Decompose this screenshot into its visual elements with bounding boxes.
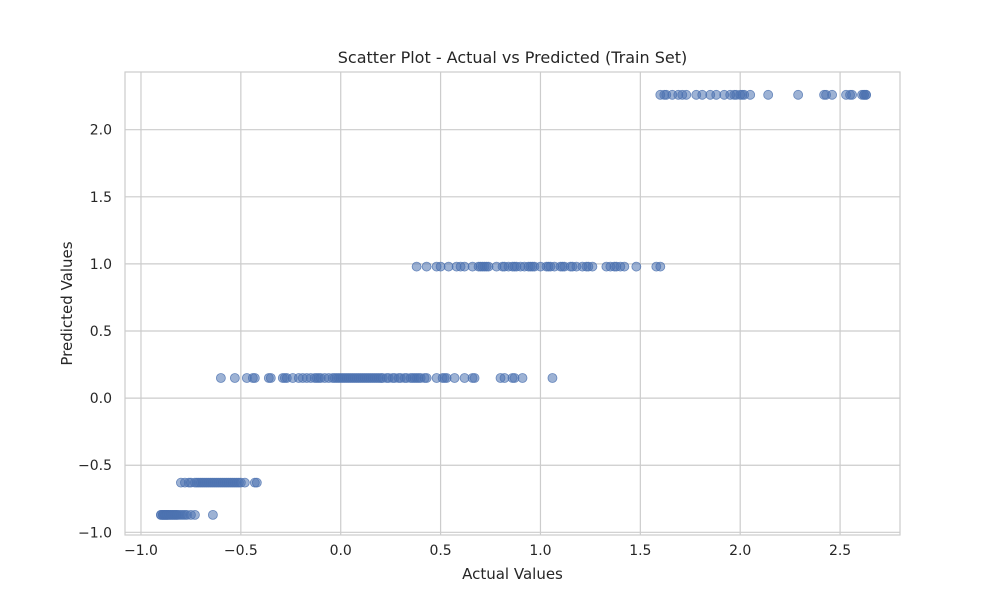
chart-title: Scatter Plot - Actual vs Predicted (Trai…	[338, 48, 687, 67]
data-point	[681, 89, 692, 100]
data-point	[229, 373, 240, 383]
y-tick-label: 2.0	[90, 123, 112, 139]
data-point	[861, 89, 871, 100]
data-point	[547, 373, 558, 383]
data-point	[239, 477, 250, 488]
grid-lines	[125, 72, 900, 535]
x-tick-label: 1.5	[629, 543, 651, 559]
x-tick-label: 2.0	[729, 543, 751, 559]
data-point	[763, 89, 774, 100]
y-tick-label: −1.0	[78, 525, 112, 541]
data-point	[411, 261, 422, 272]
data-point	[619, 261, 630, 272]
data-point	[421, 261, 432, 272]
data-point	[215, 373, 226, 383]
y-tick-label: 1.5	[90, 190, 112, 206]
data-point	[449, 373, 460, 383]
plot-frame	[124, 71, 901, 536]
data-point	[190, 509, 200, 520]
y-axis-label: Predicted Values	[58, 241, 76, 365]
x-tick-labels: −1.0 −0.5 0.0 0.5 1.0 1.5 2.0 2.5	[124, 543, 851, 559]
data-point	[847, 89, 857, 100]
data-point	[251, 477, 262, 488]
x-tick-label: −0.5	[224, 543, 258, 559]
data-point	[249, 373, 260, 383]
x-tick-label: 0.0	[330, 543, 352, 559]
data-point	[587, 261, 598, 272]
y-tick-label: 1.0	[90, 257, 112, 273]
x-tick-label: −1.0	[124, 543, 158, 559]
data-point	[655, 261, 666, 272]
y-tick-labels: −1.0 −0.5 0.0 0.5 1.0 1.5 2.0	[78, 123, 112, 542]
data-point	[469, 373, 480, 383]
data-point	[631, 261, 642, 272]
data-point	[207, 509, 218, 520]
x-tick-label: 1.0	[529, 543, 551, 559]
y-tick-label: 0.0	[90, 391, 112, 407]
data-points	[156, 89, 871, 520]
x-axis-label: Actual Values	[462, 565, 563, 583]
x-tick-label: 0.5	[429, 543, 451, 559]
data-point	[793, 89, 804, 100]
data-point	[421, 373, 432, 383]
data-point	[745, 89, 756, 100]
data-point	[265, 373, 276, 383]
data-point	[517, 373, 528, 383]
y-tick-label: −0.5	[78, 458, 112, 474]
y-tick-label: 0.5	[90, 324, 112, 340]
data-point	[827, 89, 837, 100]
x-tick-label: 2.5	[829, 543, 851, 559]
